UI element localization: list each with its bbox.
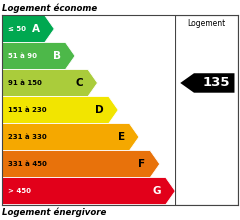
- Text: E: E: [118, 132, 125, 142]
- Polygon shape: [2, 70, 97, 97]
- Text: F: F: [138, 159, 145, 169]
- Text: 51 à 90: 51 à 90: [8, 53, 36, 59]
- Text: C: C: [76, 78, 83, 88]
- Text: Logement énergivore: Logement énergivore: [2, 207, 107, 217]
- Text: 151 à 230: 151 à 230: [8, 107, 46, 113]
- Text: > 450: > 450: [8, 188, 30, 194]
- Text: D: D: [95, 105, 104, 115]
- Text: 91 à 150: 91 à 150: [8, 80, 42, 86]
- Text: Logement: Logement: [187, 19, 226, 28]
- Polygon shape: [180, 73, 234, 93]
- Text: 331 à 450: 331 à 450: [8, 161, 47, 167]
- Polygon shape: [2, 150, 160, 178]
- Text: B: B: [53, 51, 61, 61]
- Text: A: A: [32, 24, 40, 34]
- Text: ≤ 50: ≤ 50: [8, 26, 26, 32]
- Text: 231 à 330: 231 à 330: [8, 134, 46, 140]
- Text: 135: 135: [203, 77, 230, 90]
- Polygon shape: [2, 15, 54, 42]
- Text: Logement économe: Logement économe: [2, 4, 98, 13]
- Polygon shape: [2, 42, 75, 70]
- Polygon shape: [2, 123, 139, 150]
- Text: G: G: [152, 186, 161, 196]
- Polygon shape: [2, 97, 118, 123]
- Polygon shape: [2, 178, 175, 205]
